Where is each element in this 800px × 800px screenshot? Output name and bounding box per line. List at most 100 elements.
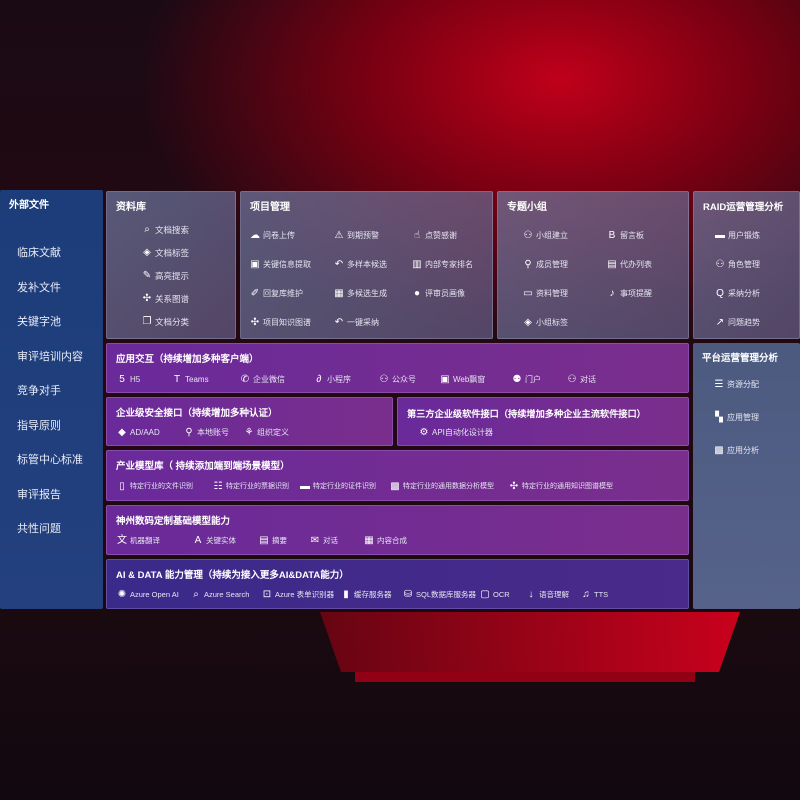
edit-icon: ✐ <box>250 288 260 299</box>
platform-item-label: 应用管理 <box>727 413 759 422</box>
industry-item[interactable]: ▩ 特定行业的通用数据分析模型 <box>389 481 494 493</box>
raid-item[interactable]: ⚇ 角色管理 <box>714 259 760 271</box>
industry-item[interactable]: ✣ 特定行业的通用知识图谱模型 <box>508 481 613 493</box>
cache-icon: ▮ <box>343 589 349 600</box>
graph-icon: ✣ <box>142 293 152 304</box>
interaction-item[interactable]: ⚇ 公众号 <box>378 374 416 386</box>
foundation-item[interactable]: ▦ 内容合成 <box>363 535 407 547</box>
project-item[interactable]: ✣ 项目知识图谱 <box>249 317 311 329</box>
sidebar-item[interactable]: 竞争对手 <box>17 385 61 397</box>
group-item[interactable]: ⚲ 成员管理 <box>522 259 568 271</box>
library-item[interactable]: ✣ 关系图谱 <box>141 293 189 305</box>
interaction-item[interactable]: ✆ 企业微信 <box>239 374 285 386</box>
sidebar-item[interactable]: 指导原则 <box>17 419 61 432</box>
interaction-item[interactable]: ⚇ 对话 <box>566 374 596 386</box>
interaction-item-label: Web飘窗 <box>453 375 486 384</box>
group-item-label: 代办列表 <box>620 260 652 269</box>
foundation-item-label: 摘要 <box>272 536 287 545</box>
ai-item[interactable]: ▮ 缓存服务器 <box>340 589 391 601</box>
interaction-item[interactable]: ⚉ 门户 <box>511 374 541 386</box>
industry-item[interactable]: ▬ 特定行业的证件识别 <box>299 481 376 493</box>
raid-item[interactable]: Q 采纳分析 <box>714 288 760 300</box>
user-lock-icon: ⚲ <box>185 427 193 438</box>
tag-icon: ◈ <box>143 247 151 258</box>
list-icon: ☰ <box>714 379 724 390</box>
project-item[interactable]: ▦ 多候选生成 <box>333 288 387 300</box>
ocr-icon: ▢ <box>480 589 490 600</box>
industry-item[interactable]: ▯ 特定行业的文件识别 <box>116 481 193 493</box>
sidebar-item[interactable]: 审评培训内容 <box>17 350 83 363</box>
ai-item[interactable]: ⌕ Azure Search <box>190 589 249 601</box>
industry-item[interactable]: ☷ 特定行业的票据识别 <box>212 481 289 493</box>
foundation-item[interactable]: 文机器翻译 <box>116 535 160 547</box>
platform-item[interactable]: ▩ 应用分析 <box>713 445 759 457</box>
ai-item[interactable]: ✺ Azure Open AI <box>116 589 179 601</box>
raid-item[interactable]: ↗ 问题趋势 <box>714 317 760 329</box>
project-item[interactable]: ▥ 内部专家排名 <box>411 259 473 271</box>
project-item[interactable]: ● 评审员画像 <box>411 288 465 300</box>
interaction-item[interactable]: T Teams <box>171 374 209 386</box>
bell-icon: ♪ <box>609 288 615 299</box>
project-item[interactable]: ☝ 点赞感谢 <box>411 230 457 242</box>
group-item[interactable]: B 留言板 <box>606 230 644 242</box>
raid-panel: RAID运营管理分析 ▬ 用户锻炼 ⚇ 角色管理 Q 采纳分析 ↗ 问题趋势 <box>693 191 800 339</box>
ai-item[interactable]: ↓ 语音理解 <box>525 589 570 601</box>
group-item[interactable]: ⚇ 小组建立 <box>522 230 568 242</box>
foundation-item[interactable]: A 关键实体 <box>192 535 236 547</box>
pen-icon: ✎ <box>142 270 152 281</box>
ai-item[interactable]: ▢ OCR <box>479 589 509 601</box>
ai-item[interactable]: ⛁ SQL数据库服务器 <box>402 589 476 601</box>
ai-item-label: Azure Open AI <box>130 590 179 599</box>
project-item[interactable]: ↶ 一键采纳 <box>333 317 379 329</box>
trend-icon: ↗ <box>715 317 725 328</box>
project-item-label: 回复库维护 <box>263 289 303 298</box>
library-item[interactable]: ✎ 高亮提示 <box>141 270 189 282</box>
interaction-item[interactable]: ∂ 小程序 <box>313 374 351 386</box>
raid-item[interactable]: ▬ 用户锻炼 <box>714 230 760 242</box>
library-title: 资料库 <box>116 202 146 213</box>
sidebar-item[interactable]: 共性问题 <box>17 523 61 535</box>
group-item[interactable]: ▭ 资料管理 <box>522 288 568 300</box>
project-item[interactable]: ▣ 关键信息提取 <box>249 259 311 271</box>
project-item[interactable]: ⚠ 到期预警 <box>333 230 379 242</box>
sidebar-item[interactable]: 关键字池 <box>17 316 61 328</box>
entity-icon: A <box>194 535 202 546</box>
security-item[interactable]: ⚘ 组织定义 <box>243 427 289 439</box>
foundation-title: 神州数码定制基础模型能力 <box>116 516 231 527</box>
security-item[interactable]: ◆ AD/AAD <box>116 427 160 439</box>
sidebar-item[interactable]: 标管中心标准 <box>17 454 83 466</box>
project-item[interactable]: ☁ 问卷上传 <box>249 230 295 242</box>
ai-item-label: 语音理解 <box>539 590 569 599</box>
sidebar-item[interactable]: 审评报告 <box>17 488 61 501</box>
foundation-item[interactable]: ▤ 摘要 <box>258 535 287 547</box>
group-title: 专题小组 <box>507 202 547 213</box>
library-item[interactable]: ⌕ 文档搜索 <box>141 224 189 236</box>
library-item[interactable]: ❐ 文档分类 <box>141 316 190 328</box>
ai-item[interactable]: ♫ TTS <box>580 589 608 601</box>
library-item[interactable]: ◈ 文档标签 <box>141 247 189 259</box>
thirdparty-item[interactable]: ⚙ API自动化设计器 <box>418 427 493 439</box>
platform-item[interactable]: ▚ 应用管理 <box>713 412 759 424</box>
security-item[interactable]: ⚲ 本地账号 <box>183 427 229 439</box>
sidebar-item[interactable]: 发补文件 <box>17 281 61 294</box>
project-title: 项目管理 <box>250 202 290 213</box>
group-item[interactable]: ▤ 代办列表 <box>606 259 652 271</box>
id-card-icon: ▬ <box>715 230 725 241</box>
interaction-item-label: Teams <box>185 375 209 384</box>
interaction-item[interactable]: 5 H5 <box>116 374 140 386</box>
group-item[interactable]: ♪ 事项提醒 <box>606 288 653 300</box>
library-panel: 资料库 ⌕ 文档搜索 ◈ 文档标签 ✎ 高亮提示 ✣ 关系图谱 ❐ 文档分类 <box>106 191 236 339</box>
foundation-item[interactable]: ✉ 对话 <box>309 535 338 547</box>
platform-item[interactable]: ☰ 资源分配 <box>713 379 759 391</box>
thirdparty-item-label: API自动化设计器 <box>432 428 493 437</box>
project-item[interactable]: ↶ 多样本候选 <box>333 259 387 271</box>
group-item[interactable]: ◈ 小组标签 <box>522 317 568 329</box>
project-item[interactable]: ✐ 回复库维护 <box>249 288 303 300</box>
security-item-label: AD/AAD <box>130 428 160 437</box>
project-item-label: 评审员画像 <box>425 289 465 298</box>
copy-icon: ❐ <box>142 316 152 327</box>
ai-item[interactable]: ⊡ Azure 表单识别器 <box>261 589 334 601</box>
sidebar-item[interactable]: 临床文献 <box>17 247 61 259</box>
industry-panel: 产业模型库（ 持续添加端到端场景模型） ▯ 特定行业的文件识别 ☷ 特定行业的票据识别 ▬… <box>106 450 689 501</box>
interaction-item[interactable]: ▣ Web飘窗 <box>439 374 485 386</box>
